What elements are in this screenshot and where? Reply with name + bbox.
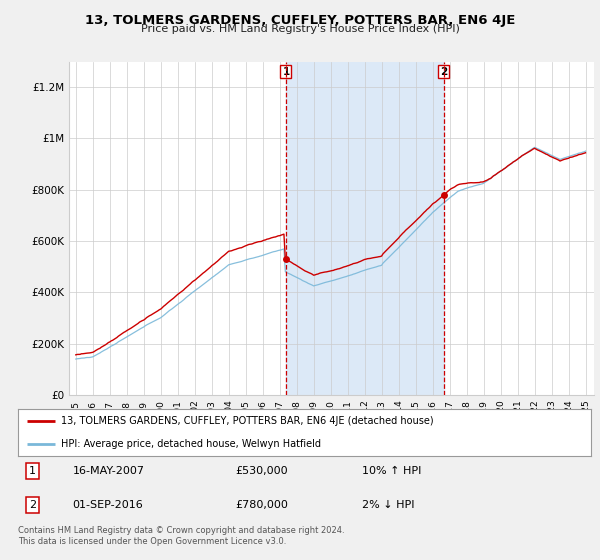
Text: £780,000: £780,000	[236, 500, 289, 510]
Text: 16-MAY-2007: 16-MAY-2007	[73, 466, 145, 476]
Bar	[286, 62, 444, 395]
Text: 01-SEP-2016: 01-SEP-2016	[73, 500, 143, 510]
Text: Price paid vs. HM Land Registry's House Price Index (HPI): Price paid vs. HM Land Registry's House …	[140, 24, 460, 34]
Text: 2: 2	[440, 67, 448, 77]
Text: 13, TOLMERS GARDENS, CUFFLEY, POTTERS BAR, EN6 4JE: 13, TOLMERS GARDENS, CUFFLEY, POTTERS BA…	[85, 14, 515, 27]
Text: 1: 1	[283, 67, 290, 77]
Text: 10% ↑ HPI: 10% ↑ HPI	[362, 466, 421, 476]
Text: 2: 2	[29, 500, 36, 510]
Text: HPI: Average price, detached house, Welwyn Hatfield: HPI: Average price, detached house, Welw…	[61, 439, 321, 449]
Text: £530,000: £530,000	[236, 466, 289, 476]
Text: 13, TOLMERS GARDENS, CUFFLEY, POTTERS BAR, EN6 4JE (detached house): 13, TOLMERS GARDENS, CUFFLEY, POTTERS BA…	[61, 416, 434, 426]
Text: 1: 1	[29, 466, 36, 476]
Text: 2% ↓ HPI: 2% ↓ HPI	[362, 500, 415, 510]
Text: Contains HM Land Registry data © Crown copyright and database right 2024.
This d: Contains HM Land Registry data © Crown c…	[18, 526, 344, 546]
